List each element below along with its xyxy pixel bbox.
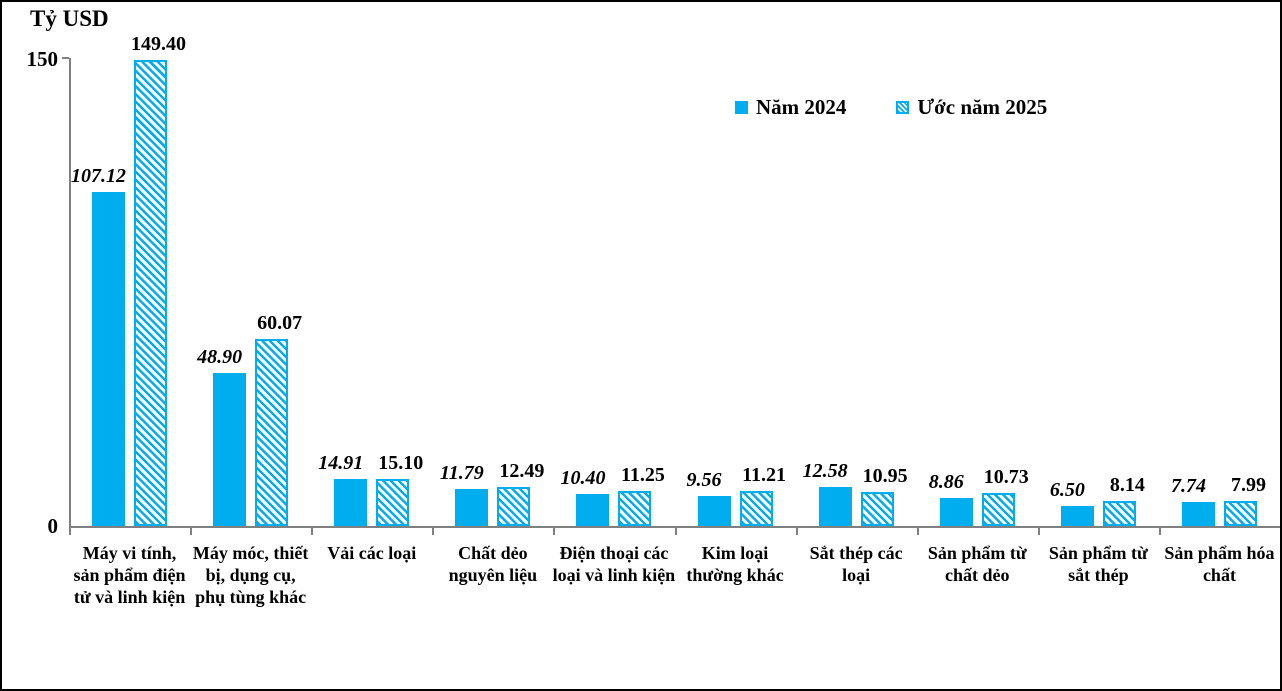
category-label: Điện thoại các loại và linh kiện bbox=[552, 543, 676, 585]
bar-2025 bbox=[618, 490, 652, 526]
bar-2024 bbox=[697, 496, 731, 526]
bar-2025 bbox=[376, 478, 410, 526]
y-axis-line bbox=[69, 58, 71, 526]
legend-label-2024: Năm 2024 bbox=[756, 95, 847, 119]
legend-item-2024: Năm 2024 bbox=[735, 95, 846, 120]
category-label: Sắt thép các loại bbox=[809, 543, 903, 585]
value-label-2025: 12.49 bbox=[499, 460, 545, 483]
legend-item-2025: Ước năm 2025 bbox=[896, 95, 1047, 120]
value-label-2024: 12.58 bbox=[802, 459, 848, 482]
bar-2024 bbox=[576, 493, 610, 526]
bar-2024 bbox=[213, 373, 247, 526]
y-axis-tick-150 bbox=[62, 57, 69, 59]
x-axis-tick bbox=[311, 528, 314, 535]
value-label-2025: 149.40 bbox=[131, 32, 187, 55]
bar-2025 bbox=[1223, 501, 1257, 526]
category-label: Sản phẩm từ sắt thép bbox=[1048, 543, 1148, 585]
value-label-2025: 15.10 bbox=[378, 451, 424, 474]
category-label: Chất dẻo nguyên liệu bbox=[448, 543, 538, 585]
value-label-2025: 10.95 bbox=[862, 464, 908, 487]
legend-marker-solid-icon bbox=[735, 101, 748, 114]
bar-2025 bbox=[981, 492, 1015, 526]
value-label-2024: 14.91 bbox=[318, 452, 364, 475]
bar-2024 bbox=[1181, 501, 1215, 526]
value-label-2025: 10.73 bbox=[983, 465, 1029, 488]
x-axis-line bbox=[69, 526, 1280, 528]
bar-2024 bbox=[1060, 505, 1094, 526]
y-tick-label-150: 150 bbox=[26, 47, 59, 71]
value-label-2025: 11.25 bbox=[620, 463, 665, 486]
x-axis-tick bbox=[190, 528, 193, 535]
y-tick-label-0: 0 bbox=[47, 514, 59, 538]
bar-2025 bbox=[497, 487, 531, 526]
bar-2024 bbox=[939, 498, 973, 526]
value-label-2025: 60.07 bbox=[257, 311, 303, 334]
x-axis-tick bbox=[553, 528, 556, 535]
x-axis-tick bbox=[69, 528, 71, 535]
bar-2025 bbox=[255, 338, 289, 526]
bar-2024 bbox=[334, 479, 368, 526]
value-label-2024: 107.12 bbox=[71, 164, 127, 187]
x-axis-tick bbox=[916, 528, 919, 535]
value-label-2024: 11.79 bbox=[439, 462, 484, 485]
bar-2024 bbox=[818, 486, 852, 526]
bar-2025 bbox=[860, 491, 894, 526]
bar-2025 bbox=[1102, 500, 1136, 526]
legend: Năm 2024 Ước năm 2025 bbox=[735, 95, 1047, 120]
category-label: Máy móc, thiết bị, dụng cụ, phụ tùng khá… bbox=[192, 543, 309, 607]
x-axis-tick bbox=[1158, 528, 1161, 535]
x-axis-tick bbox=[674, 528, 677, 535]
y-axis-title: Tỷ USD bbox=[30, 6, 109, 31]
value-label-2024: 10.40 bbox=[560, 466, 606, 489]
bar-2025 bbox=[739, 491, 773, 526]
value-label-2024: 6.50 bbox=[1049, 478, 1085, 501]
value-label-2025: 7.99 bbox=[1230, 474, 1266, 497]
category-label: Sản phẩm hóa chất bbox=[1164, 543, 1275, 585]
category-label: Vải các loại bbox=[327, 543, 417, 563]
value-label-2024: 8.86 bbox=[928, 471, 964, 494]
value-label-2025: 8.14 bbox=[1109, 473, 1145, 496]
bar-2024 bbox=[455, 489, 489, 526]
value-label-2024: 7.74 bbox=[1170, 474, 1206, 497]
x-axis-tick bbox=[1037, 528, 1040, 535]
x-axis-tick bbox=[432, 528, 435, 535]
category-label: Máy vi tính, sản phẩm điện tử và linh ki… bbox=[73, 543, 186, 607]
value-label-2025: 11.21 bbox=[742, 464, 786, 487]
x-axis-tick bbox=[795, 528, 798, 535]
bar-2025 bbox=[134, 59, 168, 526]
value-label-2024: 9.56 bbox=[686, 469, 722, 492]
legend-marker-hatched-icon bbox=[896, 101, 910, 114]
bar-2024 bbox=[92, 191, 126, 526]
category-label: Sản phẩm từ chất dẻo bbox=[927, 543, 1027, 585]
value-label-2024: 48.90 bbox=[197, 346, 243, 369]
category-label: Kim loại thường khác bbox=[686, 543, 784, 585]
legend-label-2025: Ước năm 2025 bbox=[917, 95, 1048, 119]
